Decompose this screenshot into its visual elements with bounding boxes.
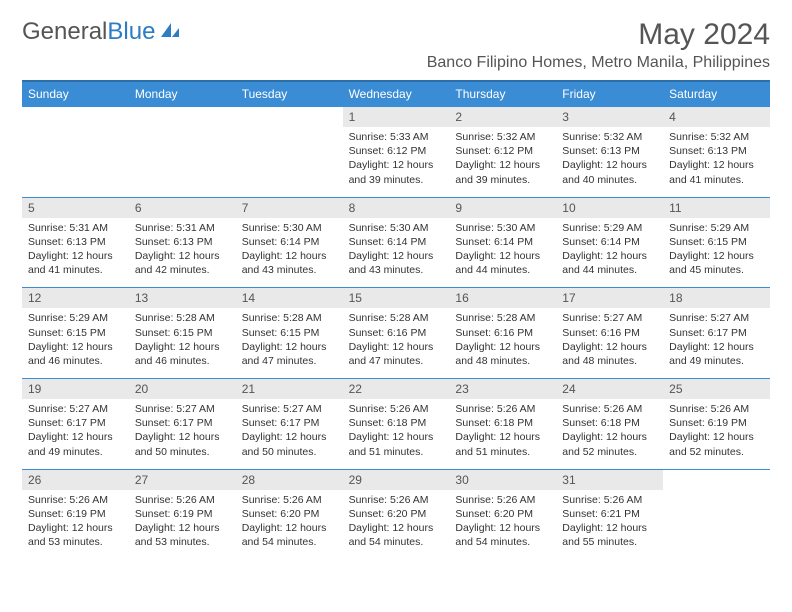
day-content: Sunrise: 5:33 AM Sunset: 6:12 PM Dayligh… [343, 127, 450, 197]
day-number: 17 [556, 287, 663, 308]
day-number: 16 [449, 287, 556, 308]
day-number: 20 [129, 378, 236, 399]
day-content [129, 127, 236, 197]
month-title: May 2024 [427, 18, 770, 52]
day-content: Sunrise: 5:26 AM Sunset: 6:20 PM Dayligh… [449, 490, 556, 560]
day-content: Sunrise: 5:26 AM Sunset: 6:19 PM Dayligh… [129, 490, 236, 560]
logo-sail-icon [159, 18, 181, 46]
day-content: Sunrise: 5:28 AM Sunset: 6:16 PM Dayligh… [449, 308, 556, 378]
day-content: Sunrise: 5:26 AM Sunset: 6:18 PM Dayligh… [556, 399, 663, 469]
day-number: 5 [22, 197, 129, 218]
weekday-header: Saturday [663, 82, 770, 106]
day-number-row: 12131415161718 [22, 287, 770, 308]
day-content: Sunrise: 5:27 AM Sunset: 6:17 PM Dayligh… [22, 399, 129, 469]
day-content: Sunrise: 5:30 AM Sunset: 6:14 PM Dayligh… [236, 218, 343, 288]
day-number: 2 [449, 106, 556, 127]
day-number: 19 [22, 378, 129, 399]
day-content: Sunrise: 5:27 AM Sunset: 6:17 PM Dayligh… [129, 399, 236, 469]
day-number-row: 567891011 [22, 197, 770, 218]
day-number: 1 [343, 106, 450, 127]
title-block: May 2024 Banco Filipino Homes, Metro Man… [427, 18, 770, 72]
day-content: Sunrise: 5:26 AM Sunset: 6:21 PM Dayligh… [556, 490, 663, 560]
logo-text-2: Blue [107, 18, 155, 46]
day-number: 28 [236, 469, 343, 490]
day-number: 4 [663, 106, 770, 127]
day-content-row: Sunrise: 5:27 AM Sunset: 6:17 PM Dayligh… [22, 399, 770, 469]
day-number: 30 [449, 469, 556, 490]
day-content-row: Sunrise: 5:33 AM Sunset: 6:12 PM Dayligh… [22, 127, 770, 197]
day-number: 9 [449, 197, 556, 218]
logo-text-1: General [22, 18, 107, 46]
day-number: 7 [236, 197, 343, 218]
day-number: 29 [343, 469, 450, 490]
day-content-row: Sunrise: 5:31 AM Sunset: 6:13 PM Dayligh… [22, 218, 770, 288]
day-number: 24 [556, 378, 663, 399]
day-number: 11 [663, 197, 770, 218]
day-number: 18 [663, 287, 770, 308]
day-content: Sunrise: 5:30 AM Sunset: 6:14 PM Dayligh… [343, 218, 450, 288]
day-number: 12 [22, 287, 129, 308]
day-number: 23 [449, 378, 556, 399]
day-number-row: 19202122232425 [22, 378, 770, 399]
day-content: Sunrise: 5:29 AM Sunset: 6:15 PM Dayligh… [22, 308, 129, 378]
day-content: Sunrise: 5:31 AM Sunset: 6:13 PM Dayligh… [129, 218, 236, 288]
day-content: Sunrise: 5:31 AM Sunset: 6:13 PM Dayligh… [22, 218, 129, 288]
day-number: 26 [22, 469, 129, 490]
day-number [663, 469, 770, 490]
day-content: Sunrise: 5:26 AM Sunset: 6:19 PM Dayligh… [22, 490, 129, 560]
day-number: 27 [129, 469, 236, 490]
day-content: Sunrise: 5:28 AM Sunset: 6:16 PM Dayligh… [343, 308, 450, 378]
day-content: Sunrise: 5:27 AM Sunset: 6:17 PM Dayligh… [236, 399, 343, 469]
day-content: Sunrise: 5:32 AM Sunset: 6:13 PM Dayligh… [556, 127, 663, 197]
day-content: Sunrise: 5:29 AM Sunset: 6:14 PM Dayligh… [556, 218, 663, 288]
day-content: Sunrise: 5:26 AM Sunset: 6:18 PM Dayligh… [343, 399, 450, 469]
weekday-header: Tuesday [236, 82, 343, 106]
day-number: 3 [556, 106, 663, 127]
weekday-header: Monday [129, 82, 236, 106]
weekday-header: Wednesday [343, 82, 450, 106]
day-content: Sunrise: 5:28 AM Sunset: 6:15 PM Dayligh… [236, 308, 343, 378]
day-content: Sunrise: 5:30 AM Sunset: 6:14 PM Dayligh… [449, 218, 556, 288]
day-number-row: 262728293031 [22, 469, 770, 490]
day-content: Sunrise: 5:28 AM Sunset: 6:15 PM Dayligh… [129, 308, 236, 378]
day-number: 14 [236, 287, 343, 308]
day-content: Sunrise: 5:27 AM Sunset: 6:16 PM Dayligh… [556, 308, 663, 378]
day-number: 13 [129, 287, 236, 308]
weeks-container: 1234Sunrise: 5:33 AM Sunset: 6:12 PM Day… [22, 106, 770, 559]
day-content: Sunrise: 5:26 AM Sunset: 6:19 PM Dayligh… [663, 399, 770, 469]
day-number: 6 [129, 197, 236, 218]
day-number-row: 1234 [22, 106, 770, 127]
day-number: 22 [343, 378, 450, 399]
day-content: Sunrise: 5:26 AM Sunset: 6:18 PM Dayligh… [449, 399, 556, 469]
logo: GeneralBlue [22, 18, 181, 46]
day-content: Sunrise: 5:32 AM Sunset: 6:13 PM Dayligh… [663, 127, 770, 197]
day-content [236, 127, 343, 197]
day-number [129, 106, 236, 127]
weekday-header: Thursday [449, 82, 556, 106]
calendar: Sunday Monday Tuesday Wednesday Thursday… [22, 80, 770, 559]
day-number: 25 [663, 378, 770, 399]
day-number: 21 [236, 378, 343, 399]
day-content [22, 127, 129, 197]
weekday-header-row: Sunday Monday Tuesday Wednesday Thursday… [22, 80, 770, 106]
day-content: Sunrise: 5:32 AM Sunset: 6:12 PM Dayligh… [449, 127, 556, 197]
day-content: Sunrise: 5:26 AM Sunset: 6:20 PM Dayligh… [343, 490, 450, 560]
location: Banco Filipino Homes, Metro Manila, Phil… [427, 54, 770, 72]
day-content: Sunrise: 5:29 AM Sunset: 6:15 PM Dayligh… [663, 218, 770, 288]
day-content-row: Sunrise: 5:29 AM Sunset: 6:15 PM Dayligh… [22, 308, 770, 378]
day-content [663, 490, 770, 560]
day-number: 10 [556, 197, 663, 218]
weekday-header: Friday [556, 82, 663, 106]
day-number: 15 [343, 287, 450, 308]
weekday-header: Sunday [22, 82, 129, 106]
header: GeneralBlue May 2024 Banco Filipino Home… [22, 18, 770, 72]
day-number: 8 [343, 197, 450, 218]
day-content: Sunrise: 5:26 AM Sunset: 6:20 PM Dayligh… [236, 490, 343, 560]
day-number [22, 106, 129, 127]
day-content: Sunrise: 5:27 AM Sunset: 6:17 PM Dayligh… [663, 308, 770, 378]
day-number: 31 [556, 469, 663, 490]
day-content-row: Sunrise: 5:26 AM Sunset: 6:19 PM Dayligh… [22, 490, 770, 560]
day-number [236, 106, 343, 127]
